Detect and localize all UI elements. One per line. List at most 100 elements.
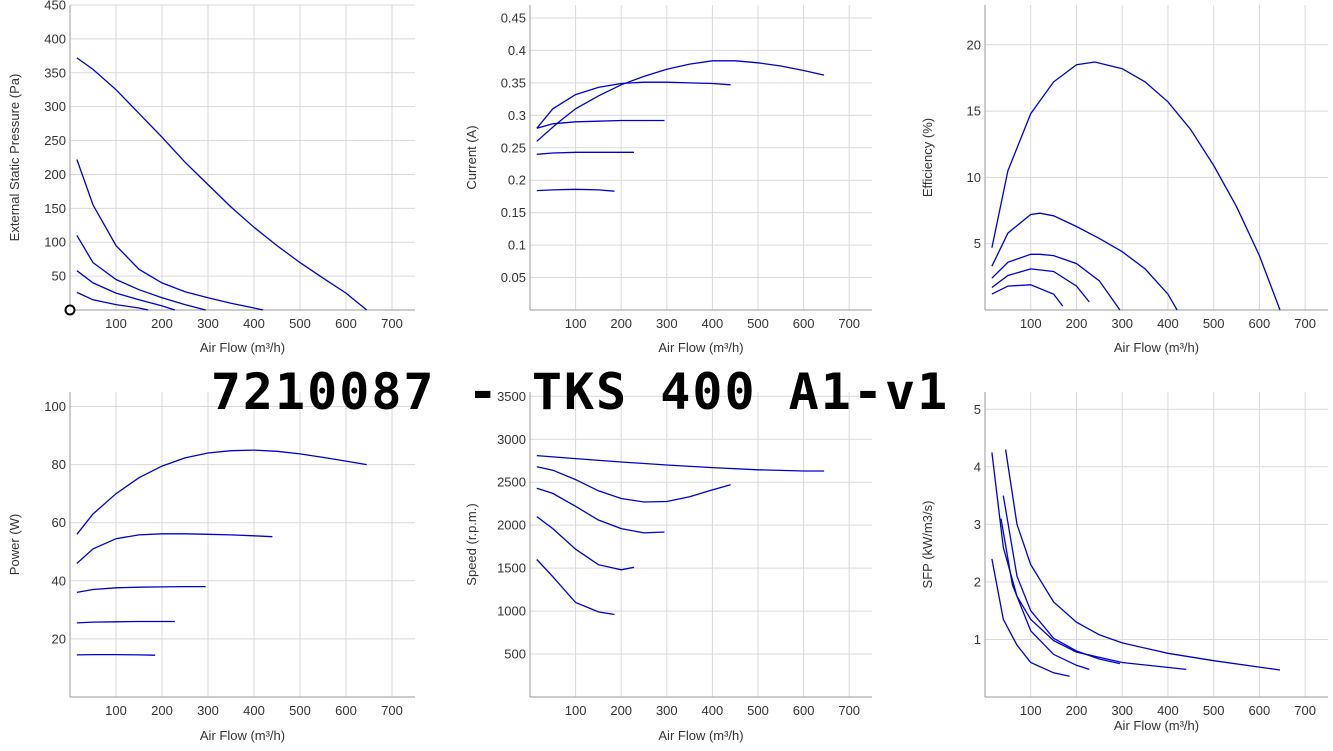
series-line-5 <box>536 188 615 192</box>
y-tick-label: 80 <box>52 457 66 472</box>
y-tick-label: 10 <box>967 170 981 185</box>
y-tick-label: 2000 <box>497 518 526 533</box>
x-tick-label: 600 <box>335 703 357 718</box>
y-tick-label: 0.45 <box>501 10 526 25</box>
x-tick-label: 600 <box>335 316 357 331</box>
series-line-2 <box>991 212 1178 311</box>
y-tick-label: 150 <box>44 201 66 216</box>
y-axis-label: External Static Pressure (Pa) <box>7 74 22 242</box>
series-line-1 <box>76 449 367 535</box>
x-tick-label: 700 <box>838 316 860 331</box>
y-tick-label: 5 <box>974 236 981 251</box>
y-tick-label: 0.05 <box>501 270 526 285</box>
y-tick-label: 100 <box>44 399 66 414</box>
y-tick-label: 200 <box>44 167 66 182</box>
x-tick-label: 600 <box>793 316 815 331</box>
y-tick-label: 2500 <box>497 475 526 490</box>
series-line-2 <box>991 452 1187 671</box>
series-line-1 <box>536 454 825 472</box>
x-tick-label: 100 <box>1020 316 1042 331</box>
x-tick-label: 100 <box>565 316 587 331</box>
series-line-2 <box>536 466 731 503</box>
series-line-1 <box>1004 449 1281 671</box>
series-line-4 <box>76 270 176 311</box>
x-axis-label: Air Flow (m³/h) <box>1114 718 1199 733</box>
y-axis-label: Current (A) <box>464 125 479 189</box>
series-line-1 <box>76 57 368 311</box>
series-line-3 <box>991 253 1121 311</box>
x-tick-label: 500 <box>1203 316 1225 331</box>
y-tick-label: 20 <box>52 631 66 646</box>
chart-5: 100 200 300 400 500 600 700 500 1000 1500 2000 2500… <box>464 389 872 743</box>
x-tick-label: 300 <box>1111 703 1133 718</box>
y-tick-label: 1500 <box>497 561 526 576</box>
y-tick-label: 15 <box>967 104 981 119</box>
y-axis-label: Efficiency (%) <box>920 118 935 197</box>
y-tick-label: 0.35 <box>501 75 526 90</box>
y-tick-label: 1 <box>974 632 981 647</box>
x-tick-label: 200 <box>1066 703 1088 718</box>
series-line-5 <box>536 559 615 616</box>
y-tick-label: 450 <box>44 0 66 13</box>
origin-marker <box>64 304 76 316</box>
x-tick-label: 300 <box>197 703 219 718</box>
chart-2: 100 200 300 400 500 600 700 0.05 0.1 0.15 0.2 0.25 0… <box>464 5 872 355</box>
series-line-3 <box>76 235 206 311</box>
x-axis-label: Air Flow (m³/h) <box>200 728 285 743</box>
y-tick-label: 3000 <box>497 432 526 447</box>
y-tick-label: 400 <box>44 31 66 46</box>
chart-4: 100 200 300 400 500 600 700 20 40 60 80 100 Air Flow… <box>7 392 415 743</box>
series-line-4 <box>991 268 1090 303</box>
y-tick-label: 50 <box>52 269 66 284</box>
y-tick-label: 3 <box>974 517 981 532</box>
x-tick-label: 400 <box>1157 703 1179 718</box>
y-axis-label: Speed (r.p.m.) <box>464 503 479 585</box>
series-line-4 <box>76 620 175 624</box>
series-line-5 <box>991 558 1070 677</box>
y-tick-label: 500 <box>504 647 526 662</box>
x-tick-label: 300 <box>656 703 678 718</box>
y-tick-label: 2 <box>974 574 981 589</box>
series-line-3 <box>76 585 206 594</box>
chart-3: 100 200 300 400 500 600 700 5 10 15 20 Air Flow (m³… <box>920 5 1328 355</box>
y-tick-label: 60 <box>52 515 66 530</box>
series-line-5 <box>991 284 1064 307</box>
y-tick-label: 350 <box>44 65 66 80</box>
series-line-3 <box>536 487 665 534</box>
series-line-3 <box>536 119 665 129</box>
y-tick-label: 0.25 <box>501 140 526 155</box>
y-tick-label: 4 <box>974 459 981 474</box>
x-tick-label: 500 <box>1203 703 1225 718</box>
x-tick-label: 100 <box>105 316 127 331</box>
chart-6: 100 200 300 400 500 600 700 1 2 3 4 5 Air Flow (m³/h… <box>920 392 1328 733</box>
y-tick-label: 100 <box>44 235 66 250</box>
x-tick-label: 400 <box>702 703 724 718</box>
y-tick-label: 5 <box>974 402 981 417</box>
series-line-2 <box>536 81 731 129</box>
x-tick-label: 200 <box>151 316 173 331</box>
y-tick-label: 20 <box>967 37 981 52</box>
x-tick-label: 100 <box>1020 703 1042 718</box>
x-tick-label: 500 <box>747 316 769 331</box>
series-line-4 <box>536 151 634 155</box>
x-axis-label: Air Flow (m³/h) <box>658 728 743 743</box>
y-tick-label: 300 <box>44 99 66 114</box>
x-tick-label: 700 <box>1294 316 1316 331</box>
main-title: 7210087 - TKS 400 A1-v1 <box>210 363 950 421</box>
y-tick-label: 3500 <box>497 389 526 404</box>
x-tick-label: 400 <box>702 316 724 331</box>
series-line-4 <box>536 516 635 571</box>
x-tick-label: 400 <box>243 316 265 331</box>
y-tick-label: 0.15 <box>501 205 526 220</box>
x-tick-label: 200 <box>1066 316 1088 331</box>
series-line-2 <box>76 533 273 564</box>
series-line-5 <box>76 291 149 311</box>
y-axis-label: Power (W) <box>7 514 22 575</box>
series-line-1 <box>991 61 1281 311</box>
x-tick-label: 600 <box>793 703 815 718</box>
series-line-3 <box>1002 495 1121 665</box>
x-tick-label: 400 <box>1157 316 1179 331</box>
x-axis-label: Air Flow (m³/h) <box>658 340 743 355</box>
x-tick-label: 500 <box>747 703 769 718</box>
